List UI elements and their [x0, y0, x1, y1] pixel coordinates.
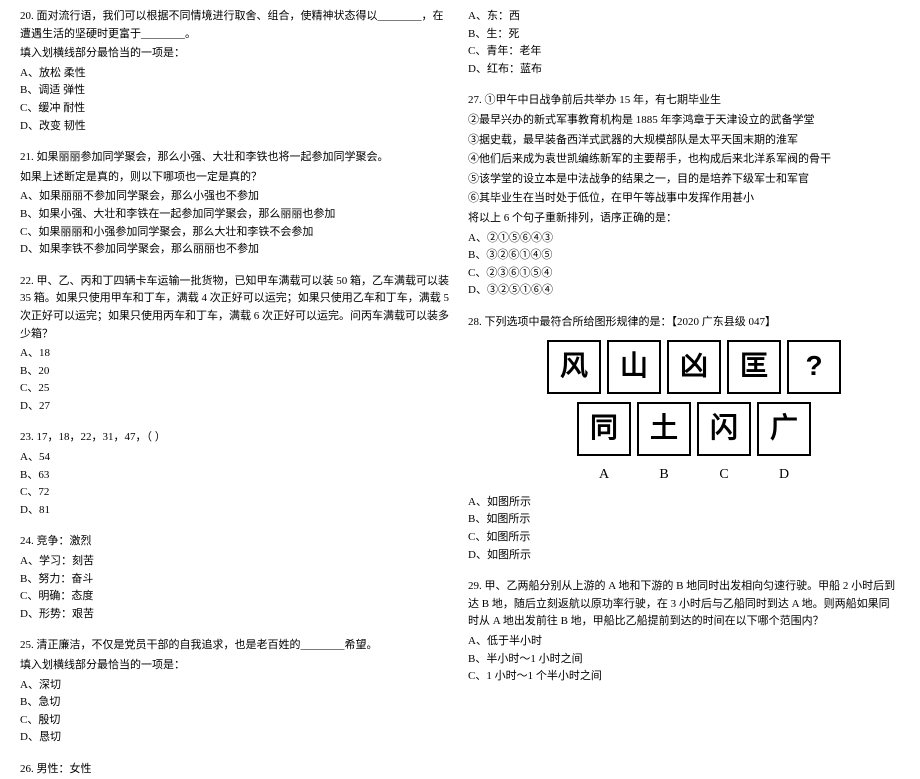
- option-d: D、恳切: [20, 729, 452, 747]
- question-prompt: 填入划横线部分最恰当的一项是：: [20, 45, 452, 63]
- option-b: B、半小时～1 小时之间: [468, 651, 900, 669]
- question-29: 29. 甲、乙两船分别从上游的 A 地和下游的 B 地同时出发相向匀速行驶。甲船…: [468, 578, 900, 686]
- option-c: C、殷切: [20, 712, 452, 730]
- question-line: ⑥其毕业生在当时处于低位，在甲午等战事中发挥作用甚小: [468, 190, 900, 208]
- figure-label: C: [697, 464, 751, 486]
- figure-cell: 闪: [697, 402, 751, 456]
- option-b: B、生：死: [468, 26, 900, 44]
- figure-cell: 山: [607, 340, 661, 394]
- figure-cell: 风: [547, 340, 601, 394]
- option-a: A、学习：刻苦: [20, 553, 452, 571]
- figure-cell: 匡: [727, 340, 781, 394]
- question-25: 25. 清正廉洁，不仅是党员干部的自我追求，也是老百姓的________希望。 …: [20, 637, 452, 747]
- option-c: C、1 小时～1 个半小时之间: [468, 668, 900, 686]
- option-c: C、如图所示: [468, 529, 900, 547]
- question-line: ③据史载，最早装备西洋式武器的大规模部队是太平天国末期的淮军: [468, 132, 900, 150]
- option-d: D、形势：艰苦: [20, 606, 452, 624]
- figure-row-1: 风 山 凶 匡 ?: [488, 340, 900, 394]
- figure-cell: ?: [787, 340, 841, 394]
- question-23: 23. 17，18，22，31，47，（ ） A、54 B、63 C、72 D、…: [20, 429, 452, 519]
- question-line: ④他们后来成为袁世凯编练新军的主要帮手，也构成后来北洋系军阀的骨干: [468, 151, 900, 169]
- left-column: 20. 面对流行语，我们可以根据不同情境进行取舍、组合，使精神状态得以_____…: [12, 8, 460, 643]
- question-line: ⑤该学堂的设立本是中法战争的结果之一，目的是培养下级军士和军官: [468, 171, 900, 189]
- option-a: A、深切: [20, 677, 452, 695]
- option-d: D、27: [20, 398, 452, 416]
- figure-label: B: [637, 464, 691, 486]
- option-a: A、低于半小时: [468, 633, 900, 651]
- option-a: A、东：西: [468, 8, 900, 26]
- question-text: 28. 下列选项中最符合所给图形规律的是：【2020 广东县级 047】: [468, 314, 900, 332]
- question-21: 21. 如果丽丽参加同学聚会，那么小强、大壮和李铁也将一起参加同学聚会。 如果上…: [20, 149, 452, 259]
- option-d: D、红布：蓝布: [468, 61, 900, 79]
- figure-cell: 土: [637, 402, 691, 456]
- question-22: 22. 甲、乙、丙和丁四辆卡车运输一批货物，已知甲车满载可以装 50 箱，乙车满…: [20, 273, 452, 416]
- figure-row-2: 同 土 闪 广: [488, 402, 900, 456]
- question-20: 20. 面对流行语，我们可以根据不同情境进行取舍、组合，使精神状态得以_____…: [20, 8, 452, 135]
- option-a: A、如图所示: [468, 494, 900, 512]
- question-27: 27. ①甲午中日战争前后共举办 15 年，有七期毕业生 ②最早兴办的新式军事教…: [468, 92, 900, 300]
- question-26-options: A、东：西 B、生：死 C、青年：老年 D、红布：蓝布: [468, 8, 900, 78]
- figure-labels: A B C D: [488, 464, 900, 486]
- option-c: C、青年：老年: [468, 43, 900, 61]
- option-a: A、放松 柔性: [20, 65, 452, 83]
- right-column: A、东：西 B、生：死 C、青年：老年 D、红布：蓝布 27. ①甲午中日战争前…: [460, 8, 908, 643]
- figure-cell: 广: [757, 402, 811, 456]
- question-line: 27. ①甲午中日战争前后共举办 15 年，有七期毕业生: [468, 92, 900, 110]
- question-prompt: 填入划横线部分最恰当的一项是：: [20, 657, 452, 675]
- question-text: 23. 17，18，22，31，47，（ ）: [20, 429, 452, 447]
- option-a: A、如果丽丽不参加同学聚会，那么小强也不参加: [20, 188, 452, 206]
- question-text: 20. 面对流行语，我们可以根据不同情境进行取舍、组合，使精神状态得以_____…: [20, 8, 452, 43]
- question-line: ②最早兴办的新式军事教育机构是 1885 年李鸿章于天津设立的武备学堂: [468, 112, 900, 130]
- question-text: 21. 如果丽丽参加同学聚会，那么小强、大壮和李铁也将一起参加同学聚会。: [20, 149, 452, 167]
- option-c: C、明确：态度: [20, 588, 452, 606]
- option-b: B、20: [20, 363, 452, 381]
- option-d: D、改变 韧性: [20, 118, 452, 136]
- option-d: D、81: [20, 502, 452, 520]
- option-d: D、如图所示: [468, 547, 900, 565]
- figure-block: 风 山 凶 匡 ? 同 土 闪 广 A B C D: [488, 340, 900, 486]
- option-a: A、18: [20, 345, 452, 363]
- option-a: A、②①⑤⑥④③: [468, 230, 900, 248]
- option-b: B、如图所示: [468, 511, 900, 529]
- option-b: B、调适 弹性: [20, 82, 452, 100]
- figure-cell: 同: [577, 402, 631, 456]
- option-c: C、如果丽丽和小强参加同学聚会，那么大壮和李铁不会参加: [20, 224, 452, 242]
- option-b: B、如果小强、大壮和李铁在一起参加同学聚会，那么丽丽也参加: [20, 206, 452, 224]
- option-a: A、54: [20, 449, 452, 467]
- option-b: B、努力：奋斗: [20, 571, 452, 589]
- question-prompt: 如果上述断定是真的，则以下哪项也一定是真的？: [20, 169, 452, 187]
- question-text: 29. 甲、乙两船分别从上游的 A 地和下游的 B 地同时出发相向匀速行驶。甲船…: [468, 578, 900, 631]
- question-prompt: 将以上 6 个句子重新排列，语序正确的是：: [468, 210, 900, 228]
- option-b: B、63: [20, 467, 452, 485]
- figure-label: D: [757, 464, 811, 486]
- question-24: 24. 竞争：激烈 A、学习：刻苦 B、努力：奋斗 C、明确：态度 D、形势：艰…: [20, 533, 452, 623]
- option-c: C、72: [20, 484, 452, 502]
- option-d: D、如果李铁不参加同学聚会，那么丽丽也不参加: [20, 241, 452, 259]
- option-d: D、③②⑤①⑥④: [468, 282, 900, 300]
- option-b: B、③②⑥①④⑤: [468, 247, 900, 265]
- figure-label: A: [577, 464, 631, 486]
- option-b: B、急切: [20, 694, 452, 712]
- question-28: 28. 下列选项中最符合所给图形规律的是：【2020 广东县级 047】 风 山…: [468, 314, 900, 564]
- figure-cell: 凶: [667, 340, 721, 394]
- option-c: C、25: [20, 380, 452, 398]
- option-c: C、②③⑥①⑤④: [468, 265, 900, 283]
- question-text: 25. 清正廉洁，不仅是党员干部的自我追求，也是老百姓的________希望。: [20, 637, 452, 655]
- question-text: 22. 甲、乙、丙和丁四辆卡车运输一批货物，已知甲车满载可以装 50 箱，乙车满…: [20, 273, 452, 343]
- option-c: C、缓冲 耐性: [20, 100, 452, 118]
- question-text: 26. 男性：女性: [20, 761, 452, 779]
- question-26: 26. 男性：女性: [20, 761, 452, 779]
- question-text: 24. 竞争：激烈: [20, 533, 452, 551]
